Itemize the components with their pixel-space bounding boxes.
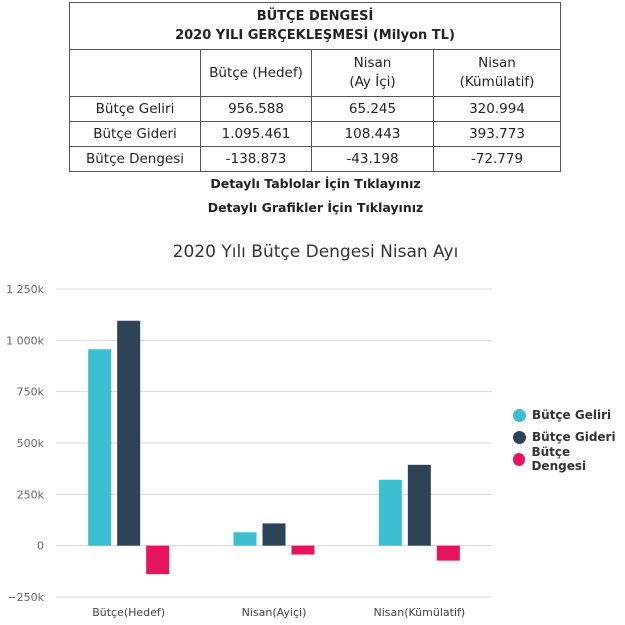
- table-cell: 393.773: [433, 121, 561, 147]
- table-title: BÜTÇE DENGESİ 2020 YILI GERÇEKLEŞMESİ (M…: [69, 2, 561, 50]
- detailed-tables-link[interactable]: Detaylı Tablolar İçin Tıklayınız: [210, 176, 421, 191]
- bar: [291, 545, 315, 555]
- table-cell: -43.198: [311, 146, 434, 172]
- column-header-sublabel: (Kümülatif): [459, 74, 535, 90]
- bar: [378, 479, 402, 546]
- y-tick-label: 500k: [17, 437, 45, 450]
- row-label: Bütçe Geliri: [69, 96, 201, 122]
- column-header-sublabel: (Ay İçi): [349, 74, 396, 90]
- detailed-graphics-link[interactable]: Detaylı Grafikler İçin Tıklayınız: [207, 200, 424, 215]
- table-header-empty: [69, 49, 201, 97]
- chart-title: 2020 Yılı Bütçe Dengesi Nisan Ayı: [172, 242, 459, 262]
- legend-item-budget-expense[interactable]: Bütçe Gideri: [513, 426, 625, 448]
- bar: [233, 532, 257, 546]
- table-cell: 956.588: [200, 96, 312, 122]
- budget-table: BÜTÇE DENGESİ 2020 YILI GERÇEKLEŞMESİ (M…: [69, 2, 561, 172]
- legend-label: Bütçe Dengesi: [531, 445, 587, 473]
- table-cell: 65.245: [311, 96, 434, 122]
- bar: [88, 349, 112, 546]
- table-row: Bütçe Geliri 956.588 65.245 320.994: [69, 96, 561, 122]
- column-header-label: Nisan: [353, 55, 392, 71]
- y-tick-label: 1 000k: [6, 334, 44, 347]
- row-label: Bütçe Gideri: [69, 121, 201, 147]
- y-tick-label: 250k: [17, 488, 45, 501]
- chart-legend: Bütçe Geliri Bütçe Gideri Bütçe Dengesi: [513, 404, 625, 473]
- y-tick-label: 0: [37, 540, 44, 553]
- y-tick-label: 750k: [17, 386, 45, 399]
- legend-swatch: [513, 408, 526, 422]
- column-header-label: Nisan: [478, 55, 516, 71]
- table-cell: -138.873: [200, 146, 312, 172]
- legend-item-budget-balance[interactable]: Bütçe Dengesi: [513, 445, 625, 473]
- table-header-cell: Nisan (Ay İçi): [311, 49, 434, 97]
- bar: [436, 545, 460, 561]
- x-tick-label: Nisan(Kümülatif): [373, 606, 465, 619]
- table-title-line2: 2020 YILI GERÇEKLEŞMESİ (Milyon TL): [175, 28, 455, 43]
- table-title-line1: BÜTÇE DENGESİ: [256, 9, 374, 24]
- row-label: Bütçe Dengesi: [69, 146, 201, 172]
- x-tick-label: Bütçe(Hedef): [92, 606, 165, 619]
- legend-swatch: [513, 430, 526, 444]
- legend-label: Bütçe Geliri: [532, 408, 612, 422]
- table-header-row: Bütçe (Hedef) Nisan (Ay İçi) Nisan (Kümü…: [69, 49, 561, 97]
- bar: [117, 320, 141, 546]
- legend-label: Bütçe Gideri: [532, 430, 616, 444]
- bar: [407, 464, 431, 546]
- column-header-label: Bütçe (Hedef): [209, 64, 303, 81]
- table-row: Bütçe Dengesi -138.873 -43.198 -72.779: [69, 146, 561, 172]
- table-cell: -72.779: [433, 146, 561, 172]
- bar: [262, 523, 286, 546]
- y-tick-label: 1 250k: [6, 283, 44, 296]
- y-tick-label: −250k: [7, 591, 44, 604]
- x-tick-label: Nisan(Ayiçi): [242, 606, 307, 619]
- legend-swatch: [513, 452, 526, 466]
- legend-item-budget-revenue[interactable]: Bütçe Geliri: [513, 404, 625, 426]
- table-header-cell: Nisan (Kümülatif): [433, 49, 561, 97]
- bar: [146, 545, 170, 575]
